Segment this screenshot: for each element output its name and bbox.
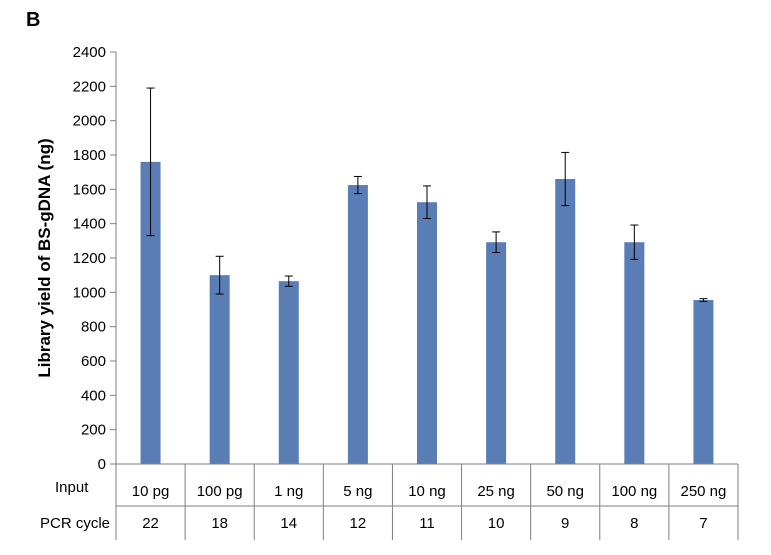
- axes: [115, 52, 738, 465]
- error-bars: [146, 87, 708, 302]
- pcr-cycle-label: 18: [211, 515, 228, 532]
- x-tick-label: 10 pg: [132, 483, 170, 500]
- y-tick-label: 1200: [73, 250, 106, 267]
- y-tick-label: 2400: [73, 44, 106, 61]
- bar: [278, 281, 299, 464]
- table-row-label: Input: [55, 479, 89, 496]
- bar-series: [140, 161, 714, 465]
- y-tick-label: 1600: [73, 181, 106, 198]
- y-axis-label: Library yield of BS-gDNA (ng): [35, 138, 54, 377]
- x-tick-label: 1 ng: [274, 483, 303, 500]
- bar: [140, 161, 161, 464]
- x-tick-label: 250 ng: [680, 483, 726, 500]
- x-tick-label: 10 ng: [408, 483, 446, 500]
- y-tick-label: 800: [81, 319, 106, 336]
- bar: [209, 275, 230, 464]
- y-tick-label: 600: [81, 353, 106, 370]
- y-tick-label: 0: [98, 456, 106, 473]
- table-row-label: PCR cycle: [40, 515, 110, 532]
- pcr-cycle-label: 7: [699, 515, 707, 532]
- y-tick-label: 2000: [73, 113, 106, 130]
- pcr-cycle-label: 9: [561, 515, 569, 532]
- x-tick-label: 5 ng: [343, 483, 372, 500]
- y-tick-label: 1800: [73, 147, 106, 164]
- bar: [486, 242, 507, 464]
- bar: [347, 185, 368, 464]
- x-axis-table: Input 10 pg 100 pg 1 ng 5 ng 10 ng 25 ng 50 ng 1…: [40, 464, 739, 540]
- y-tick-label: 200: [81, 422, 106, 439]
- x-tick-label: 50 ng: [546, 483, 584, 500]
- x-tick-label: 100 ng: [611, 483, 657, 500]
- pcr-cycle-label: 12: [350, 515, 367, 532]
- bar: [693, 300, 714, 464]
- pcr-cycle-label: 8: [630, 515, 638, 532]
- bar: [624, 242, 645, 464]
- y-axis: 0 200 400 600 800 1000 1200 1400 1600 1800 2000 220…: [73, 44, 116, 473]
- x-tick-label: 100 pg: [197, 483, 243, 500]
- pcr-cycle-label: 22: [142, 515, 159, 532]
- y-tick-label: 2200: [73, 78, 106, 95]
- bar: [555, 179, 576, 465]
- bar: [417, 202, 437, 465]
- y-tick-label: 1400: [73, 216, 106, 233]
- panel-label: B: [26, 9, 40, 31]
- x-tick-label: 25 ng: [477, 483, 515, 500]
- y-tick-label: 400: [81, 387, 106, 404]
- pcr-cycle-label: 10: [488, 515, 505, 532]
- y-tick-label: 1000: [73, 284, 106, 301]
- pcr-cycle-label: 11: [419, 515, 435, 532]
- pcr-cycle-label: 14: [280, 515, 297, 532]
